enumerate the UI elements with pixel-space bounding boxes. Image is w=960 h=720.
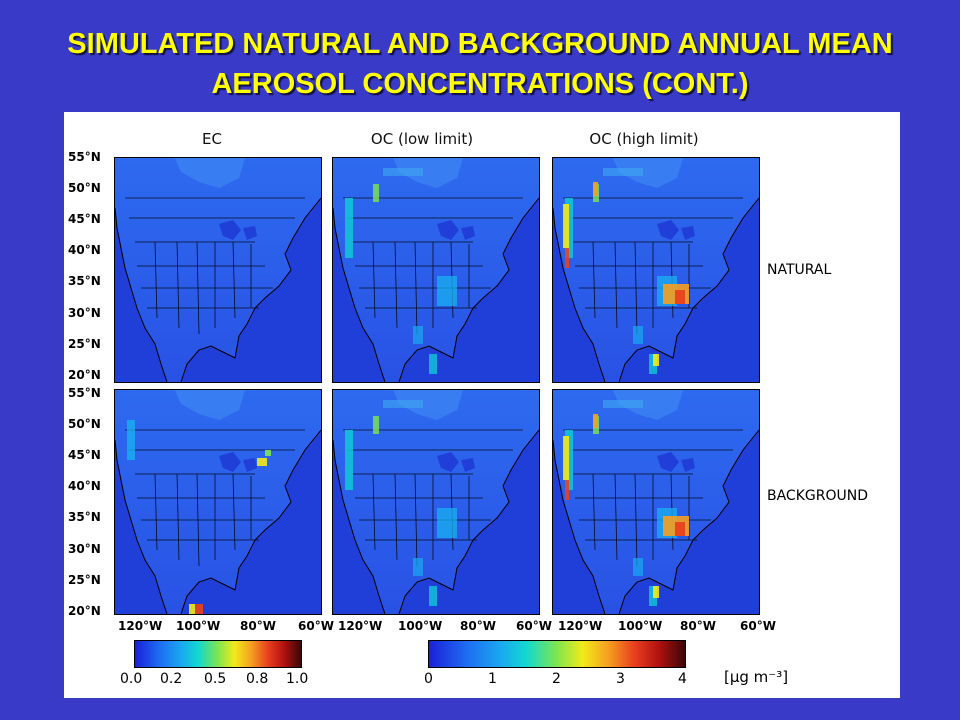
lat-label: 35°N [68,274,101,288]
map-natural-oc-low-svg [333,158,539,382]
colorbar-oc-tick: 2 [552,671,561,687]
colorbar-ec-tick: 1.0 [286,671,309,687]
lat-label: 30°N [68,542,101,556]
colorbar-ec [134,640,302,668]
lat-label: 40°N [68,479,101,493]
figure-panel: EC OC (low limit) OC (high limit) 55°N 5… [64,112,900,698]
colorbar-oc-tick: 1 [488,671,497,687]
map-background-oc-low [332,389,540,615]
lat-label: 55°N [68,150,101,164]
colorbar-ec-tick: 0.0 [120,671,143,687]
lat-label: 30°N [68,306,101,320]
map-background-oc-high [552,389,760,615]
colorbar-ec-tick: 0.8 [246,671,269,687]
column-header-oc-high: OC (high limit) [589,130,699,148]
lon-label: 60°W [740,619,776,633]
lon-label: 80°W [240,619,276,633]
lat-label: 20°N [68,604,101,618]
colorbar-oc-tick: 0 [424,671,433,687]
lat-label: 50°N [68,417,101,431]
title-line-1: SIMULATED NATURAL AND BACKGROUND ANNUAL … [67,28,893,60]
lon-label: 120°W [338,619,383,633]
lat-label: 25°N [68,337,101,351]
column-header-oc-low: OC (low limit) [370,130,474,148]
lon-label: 60°W [298,619,334,633]
colorbar-oc-tick: 3 [616,671,625,687]
colorbar-ec-tick: 0.5 [204,671,227,687]
lat-label: 25°N [68,573,101,587]
lon-label: 80°W [460,619,496,633]
map-background-oc-high-svg [553,390,759,614]
map-natural-oc-high-svg [553,158,759,382]
map-background-ec-svg [115,390,321,614]
colorbar-oc [428,640,686,668]
map-natural-ec-svg [115,158,321,382]
lon-label: 60°W [516,619,552,633]
map-natural-oc-high [552,157,760,383]
column-header-ec: EC [202,130,222,148]
lon-label: 100°W [176,619,221,633]
map-natural-ec [114,157,322,383]
title-line-2: AEROSOL CONCENTRATIONS (CONT.) [211,68,749,100]
colorbar-ec-tick: 0.2 [160,671,183,687]
lon-label: 100°W [398,619,443,633]
lon-label: 120°W [558,619,603,633]
lat-label: 50°N [68,181,101,195]
lat-label: 55°N [68,386,101,400]
row-label-background: BACKGROUND [767,488,868,504]
colorbar-oc-tick: 4 [678,671,687,687]
lon-label: 120°W [118,619,163,633]
lat-label: 45°N [68,448,101,462]
lat-label: 45°N [68,212,101,226]
lon-label: 100°W [618,619,663,633]
map-background-ec [114,389,322,615]
lat-label: 35°N [68,510,101,524]
map-natural-oc-low [332,157,540,383]
lon-label: 80°W [680,619,716,633]
slide-title: SIMULATED NATURAL AND BACKGROUND ANNUAL … [0,24,960,104]
units-label: [μg m⁻³] [724,668,789,686]
lat-label: 40°N [68,243,101,257]
lat-label: 20°N [68,368,101,382]
map-background-oc-low-svg [333,390,539,614]
row-label-natural: NATURAL [767,262,832,278]
